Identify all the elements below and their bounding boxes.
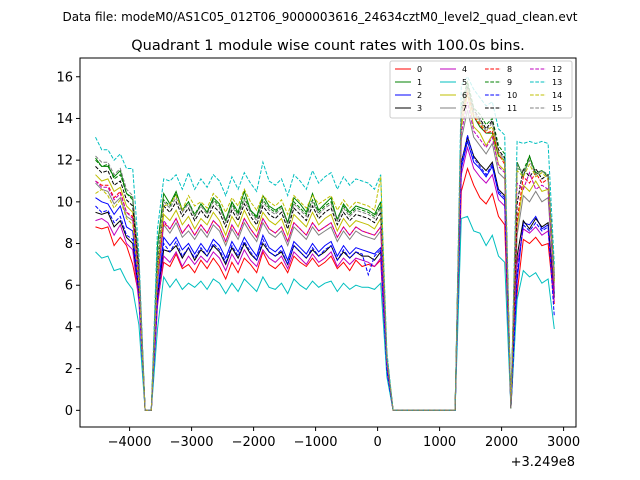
legend-label: 1: [417, 78, 422, 87]
series-line-13: [95, 75, 555, 411]
x-tick-label: 0: [373, 435, 381, 450]
legend-label: 9: [507, 78, 512, 87]
legend-entry-10: 10: [485, 91, 517, 100]
y-tick-label: 8: [65, 237, 73, 252]
legend-label: 10: [507, 91, 517, 100]
series-line-11: [95, 85, 555, 411]
x-tick-label: 2000: [485, 435, 518, 450]
y-tick-label: 10: [56, 195, 73, 210]
y-tick-label: 16: [56, 70, 73, 85]
legend-entry-2: 2: [395, 91, 422, 100]
series-line-7: [95, 109, 555, 411]
legend-label: 6: [462, 91, 467, 100]
legend-entry-3: 3: [395, 104, 422, 113]
series-line-15: [95, 84, 555, 411]
chart-suptitle: Data file: modeM0/AS1C05_012T06_90000036…: [62, 10, 577, 24]
legend-entry-9: 9: [485, 78, 512, 87]
series-group: [95, 75, 555, 411]
series-line-9: [95, 80, 555, 411]
y-tick-label: 0: [65, 404, 73, 419]
legend-label: 15: [552, 104, 562, 113]
chart-title: Quadrant 1 module wise count rates with …: [131, 38, 525, 54]
legend-label: 14: [552, 91, 562, 100]
x-tick-label: 1000: [423, 435, 456, 450]
plot-area: [79, 57, 577, 428]
series-line-3: [95, 135, 555, 411]
legend-label: 5: [462, 78, 467, 87]
x-tick-label: −2000: [232, 435, 276, 450]
legend-entry-13: 13: [530, 78, 562, 87]
legend-entry-14: 14: [530, 91, 562, 100]
series-line-5: [95, 215, 555, 411]
series-line-2: [95, 139, 555, 411]
series-line-6: [95, 93, 555, 411]
legend-entry-6: 6: [440, 91, 467, 100]
legend-entry-4: 4: [440, 65, 467, 74]
legend-label: 7: [462, 104, 467, 113]
legend-entry-8: 8: [485, 65, 512, 74]
series-line-14: [95, 89, 555, 411]
x-tick-label: 3000: [547, 435, 580, 450]
legend-label: 2: [417, 91, 422, 100]
x-offset-label: +3.249e8: [511, 455, 575, 470]
legend-box: [389, 60, 573, 119]
legend-label: 3: [417, 104, 422, 113]
y-axis: 0 2 4 6 8 10 12 14 16: [56, 70, 80, 419]
plot-frame: [79, 57, 577, 428]
series-line-10: [95, 134, 555, 411]
legend-entry-7: 7: [440, 104, 467, 113]
y-tick-label: 6: [65, 279, 73, 294]
legend-label: 0: [417, 65, 422, 74]
x-tick-label: −1000: [294, 435, 338, 450]
series-line-12: [95, 101, 555, 411]
x-axis: −4000 −3000 −2000 −1000 0 1000 2000 3000: [108, 427, 580, 450]
legend-entry-5: 5: [440, 78, 467, 87]
y-tick-label: 2: [65, 362, 73, 377]
y-tick-label: 14: [56, 112, 73, 127]
series-line-4: [95, 145, 555, 411]
legend-label: 13: [552, 78, 562, 87]
legend-entry-1: 1: [395, 78, 422, 87]
series-line-0: [95, 166, 555, 411]
legend-entry-0: 0: [395, 65, 422, 74]
y-tick-label: 12: [56, 154, 73, 169]
legend-label: 12: [552, 65, 562, 74]
legend-label: 8: [507, 65, 512, 74]
series-line-1: [95, 82, 555, 411]
legend-label: 11: [507, 104, 517, 113]
legend-entry-15: 15: [530, 104, 562, 113]
legend-label: 4: [462, 65, 467, 74]
legend-entry-11: 11: [485, 104, 517, 113]
x-tick-label: −4000: [108, 435, 152, 450]
x-tick-label: −3000: [170, 435, 214, 450]
legend-entry-12: 12: [530, 65, 562, 74]
y-tick-label: 4: [65, 320, 73, 335]
